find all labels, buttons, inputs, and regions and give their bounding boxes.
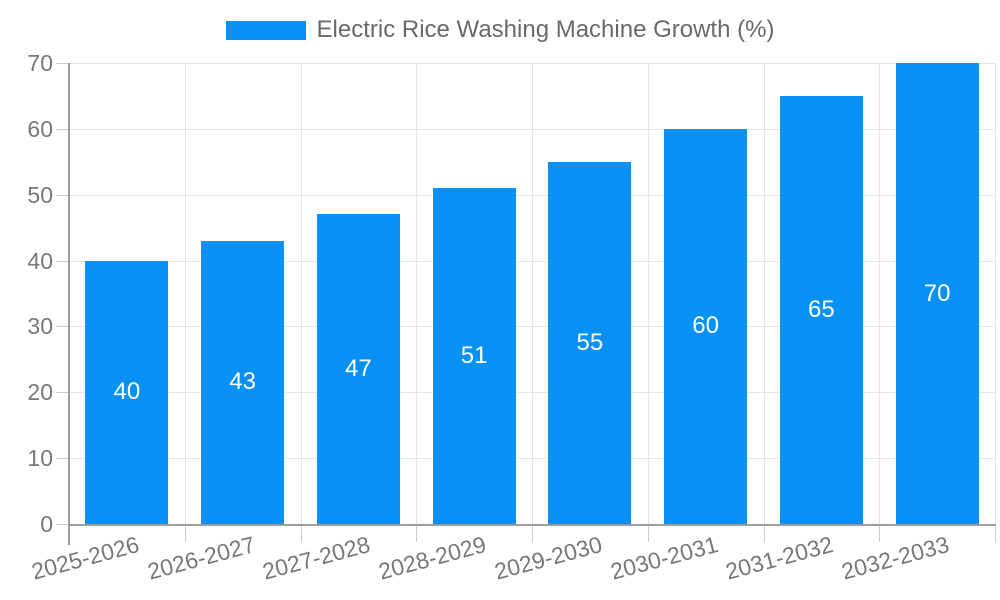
x-gridline	[300, 63, 302, 524]
y-tick	[56, 326, 69, 328]
y-tick-label: 60	[27, 115, 53, 142]
y-tick-label: 0	[40, 511, 53, 537]
bar-value-label: 43	[229, 368, 256, 396]
bar: 65	[779, 95, 863, 524]
y-tick	[56, 458, 69, 460]
x-tick	[763, 524, 765, 542]
y-tick-label: 40	[27, 247, 53, 274]
bar: 55	[548, 161, 632, 524]
legend-label: Electric Rice Washing Machine Growth (%)	[316, 16, 775, 43]
x-tick	[532, 524, 533, 542]
y-tick	[56, 260, 69, 262]
x-gridline	[647, 63, 649, 524]
y-tick-label: 10	[27, 445, 53, 472]
x-tick-label: 2025-2026	[28, 531, 142, 585]
y-tick	[56, 392, 69, 394]
x-tick	[416, 524, 418, 542]
bar: 70	[895, 63, 979, 524]
x-gridline	[416, 63, 418, 524]
legend-item[interactable]: Electric Rice Washing Machine Growth (%)	[0, 14, 1000, 46]
bar-value-label: 65	[808, 295, 835, 323]
y-tick	[56, 524, 69, 525]
x-tick	[647, 524, 649, 542]
bar-value-label: 60	[692, 312, 719, 340]
y-tick	[56, 63, 69, 64]
y-tick-label: 50	[27, 181, 53, 208]
bar: 51	[432, 188, 516, 524]
x-gridline	[532, 63, 533, 524]
x-tick-label: 2029-2030	[491, 531, 605, 585]
y-tick	[56, 194, 69, 196]
x-tick-label: 2026-2027	[144, 531, 258, 585]
x-tick-label: 2030-2031	[607, 531, 721, 585]
bar-value-label: 55	[576, 328, 604, 356]
bar: 47	[316, 214, 400, 524]
x-tick	[879, 524, 881, 542]
bar: 40	[85, 260, 169, 524]
x-axis-line	[69, 524, 996, 526]
bar: 43	[201, 240, 285, 524]
bar-value-label: 70	[923, 279, 951, 307]
x-tick-label: 2032-2033	[838, 531, 952, 585]
x-gridline	[763, 63, 765, 524]
x-tick-label: 2027-2028	[260, 531, 374, 585]
x-tick-label: 2028-2029	[375, 531, 489, 585]
bar-value-label: 40	[113, 378, 141, 406]
x-gridline	[879, 63, 881, 524]
y-tick-label: 20	[27, 379, 53, 406]
x-tick-label: 2031-2032	[723, 531, 837, 585]
y-tick-label: 30	[27, 313, 53, 340]
x-gridline	[995, 63, 996, 524]
x-tick	[995, 524, 996, 542]
y-tick-label: 70	[27, 50, 53, 76]
y-axis-line	[68, 63, 70, 545]
x-tick	[300, 524, 302, 542]
legend-swatch-icon	[225, 20, 306, 40]
bar-value-label: 47	[345, 355, 372, 383]
x-gridline	[184, 63, 186, 524]
x-tick	[184, 524, 186, 542]
bar: 60	[664, 128, 748, 524]
bar-value-label: 51	[460, 342, 488, 370]
y-tick	[56, 128, 69, 130]
